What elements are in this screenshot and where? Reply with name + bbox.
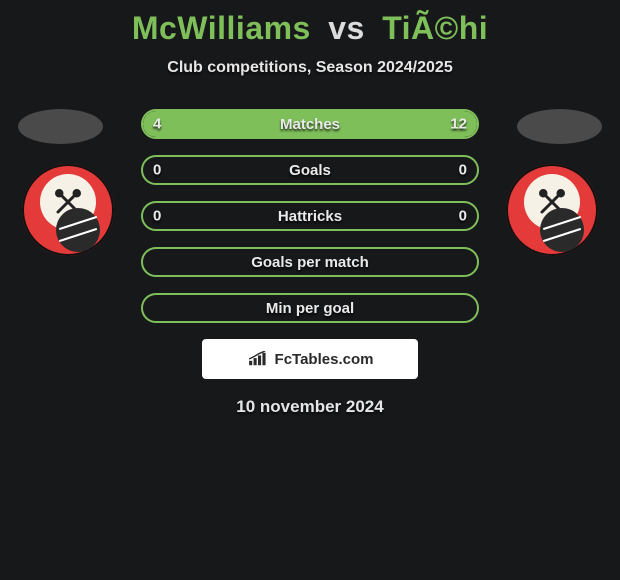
stat-label: Matches: [280, 116, 340, 133]
snapshot-date: 10 november 2024: [0, 397, 620, 417]
bar-chart-icon: [247, 351, 269, 367]
right-club-crest: [506, 164, 598, 256]
crest-red-circle: [22, 164, 114, 256]
stat-bar-min-per-goal: Min per goal: [141, 293, 479, 323]
left-club-crest: [22, 164, 114, 256]
crest-football: [56, 208, 100, 252]
stat-label: Goals per match: [251, 254, 369, 271]
player2-name: TiÃ©hi: [382, 10, 488, 46]
stat-bar-matches: 4 Matches 12: [141, 109, 479, 139]
stat-value-right: 0: [459, 162, 467, 179]
stat-value-left: 0: [153, 162, 161, 179]
stat-label: Hattricks: [278, 208, 342, 225]
vs-separator: vs: [328, 10, 365, 46]
subtitle: Club competitions, Season 2024/2025: [0, 59, 620, 77]
stat-label: Goals: [289, 162, 331, 179]
crest-red-circle: [506, 164, 598, 256]
attribution-text: FcTables.com: [275, 351, 374, 368]
comparison-content: 4 Matches 12 0 Goals 0 0 Hattricks 0 Goa…: [0, 109, 620, 417]
stat-bar-hattricks: 0 Hattricks 0: [141, 201, 479, 231]
left-header-oval: [18, 109, 103, 144]
stat-fill-right: [227, 111, 478, 137]
crest-football: [540, 208, 584, 252]
stat-value-left: 4: [153, 116, 161, 133]
stat-label: Min per goal: [266, 300, 354, 317]
stat-bar-goals: 0 Goals 0: [141, 155, 479, 185]
stat-bars: 4 Matches 12 0 Goals 0 0 Hattricks 0 Goa…: [141, 109, 479, 323]
stat-value-right: 0: [459, 208, 467, 225]
stat-value-right: 12: [450, 116, 467, 133]
stat-bar-goals-per-match: Goals per match: [141, 247, 479, 277]
right-header-oval: [517, 109, 602, 144]
comparison-title: McWilliams vs TiÃ©hi: [0, 0, 620, 47]
player1-name: McWilliams: [132, 10, 311, 46]
stat-value-left: 0: [153, 208, 161, 225]
attribution-badge[interactable]: FcTables.com: [202, 339, 418, 379]
